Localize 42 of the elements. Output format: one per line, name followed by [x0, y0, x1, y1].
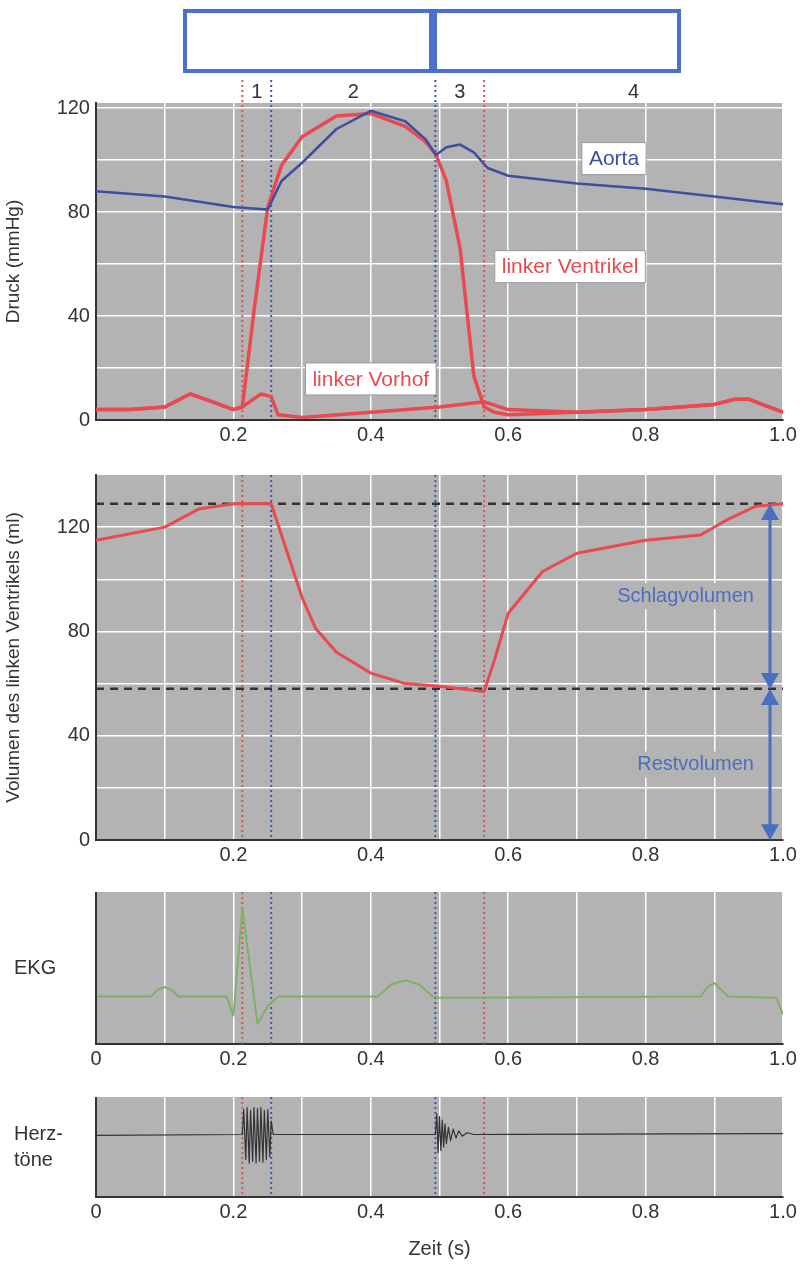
text: 3	[454, 79, 466, 102]
y-tick-label: 40	[67, 723, 90, 746]
text: 4	[628, 79, 640, 102]
x-tick-label: 0.2	[219, 1046, 248, 1069]
x-tick-label: 0.8	[631, 422, 660, 445]
x-tick-label: 0.4	[356, 842, 385, 865]
y-tick-label: 0	[78, 407, 90, 430]
text: 1	[251, 79, 263, 102]
x-tick-label: 0.4	[356, 1046, 385, 1069]
x-tick-label: 0.8	[631, 1046, 660, 1069]
y-tick-label: 120	[56, 514, 90, 537]
text: 2	[347, 79, 359, 102]
x-tick-label: 0.6	[494, 1199, 523, 1222]
annotation: Restvolumen	[637, 751, 754, 774]
x-tick-label: 1.0	[769, 1046, 797, 1069]
y-tick-label: 0	[78, 827, 90, 850]
y-tick-label: 80	[67, 618, 90, 641]
x-tick-label: 0.2	[219, 842, 248, 865]
x-tick-label: 1.0	[769, 422, 797, 445]
y-axis-title: EKG	[14, 955, 57, 978]
y-axis-title: Druck (mmHg)	[1, 199, 23, 324]
y-tick-label: 80	[67, 199, 90, 222]
x-tick-label: 0.2	[219, 422, 248, 445]
x-tick-label: 1.0	[769, 1199, 797, 1222]
y-tick-label: 120	[56, 95, 90, 118]
series-label: linker Vorhof	[312, 366, 430, 390]
x-tick-label: 0.6	[494, 422, 523, 445]
x-tick-label: 0.4	[356, 422, 385, 445]
annotation: Schlagvolumen	[617, 583, 754, 606]
x-tick-label: 0.8	[631, 1199, 660, 1222]
y-axis-title: Herz- töne	[14, 1121, 63, 1170]
x-tick-label: 0.8	[631, 842, 660, 865]
x-tick-label: 0.6	[494, 1046, 523, 1069]
x-tick-label: 0.6	[494, 842, 523, 865]
y-tick-label: 40	[67, 303, 90, 326]
series-label: Aorta	[588, 146, 640, 170]
x-tick-label: 0.4	[356, 1199, 385, 1222]
series-label: linker Ventrikel	[501, 254, 639, 278]
x-axis-title: Zeit (s)	[408, 1236, 471, 1259]
x-tick-label: 1.0	[769, 842, 797, 865]
y-axis-title: Volumen des linken Ventrikels (ml)	[1, 512, 23, 803]
x-tick-label: 0.2	[219, 1199, 248, 1222]
